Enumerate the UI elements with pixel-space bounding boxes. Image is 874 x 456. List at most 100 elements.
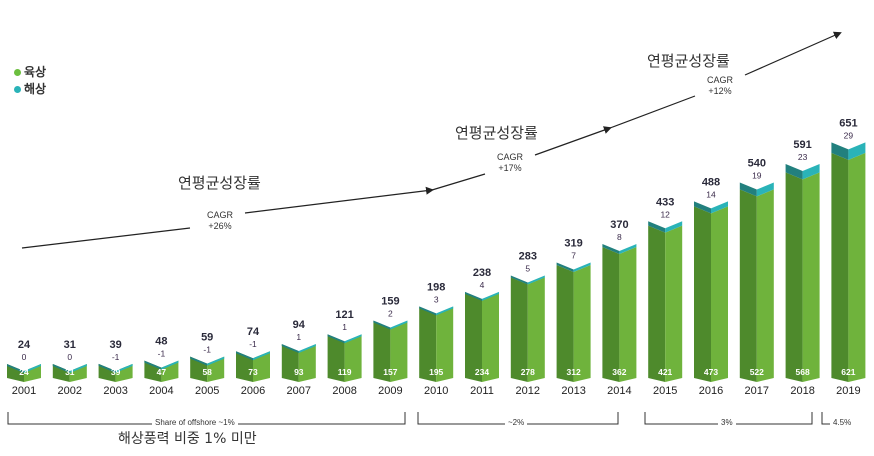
total-value: 24: [18, 339, 31, 351]
total-value: 370: [610, 219, 628, 231]
year-label: 2003: [103, 385, 127, 397]
onshore-value: 157: [383, 367, 397, 377]
share-label-korean: 해상풍력 비중 1% 미만: [118, 431, 257, 447]
offshore-value: 1: [342, 322, 347, 332]
onshore-value: 278: [521, 367, 535, 377]
onshore-value: 93: [294, 367, 304, 377]
cagr-value: +12%: [708, 86, 732, 96]
total-value: 31: [64, 339, 76, 351]
offshore-value: 12: [660, 209, 670, 219]
share-label-2: ~2%: [505, 418, 528, 427]
cagr-value: +26%: [208, 221, 232, 231]
onshore-value: 119: [338, 367, 352, 377]
offshore-dot-icon: [14, 86, 21, 93]
total-value: 283: [519, 251, 537, 263]
onshore-value: 568: [796, 367, 810, 377]
onshore-dot-icon: [14, 69, 21, 76]
cagr-text: CAGR: [206, 210, 233, 220]
onshore-value: 47: [157, 367, 167, 377]
offshore-value: 14: [706, 189, 716, 199]
total-value: 238: [473, 267, 491, 279]
total-value: 319: [564, 238, 582, 250]
legend-item-offshore: 해상: [14, 81, 46, 98]
total-value: 74: [247, 326, 260, 338]
year-label: 2004: [149, 385, 173, 397]
onshore-value: 473: [704, 367, 718, 377]
year-label: 2012: [516, 385, 540, 397]
year-label: 2015: [653, 385, 677, 397]
year-label: 2011: [470, 385, 494, 397]
year-label: 2016: [699, 385, 723, 397]
onshore-value: 421: [658, 367, 672, 377]
total-value: 651: [839, 117, 857, 129]
offshore-value: 2: [388, 308, 393, 318]
offshore-value: 23: [798, 152, 808, 162]
onshore-value: 73: [248, 367, 258, 377]
onshore-value: 621: [841, 367, 855, 377]
year-label: 2002: [58, 385, 82, 397]
bar-2007: 941 93 2007: [281, 319, 316, 397]
year-label: 2005: [195, 385, 219, 397]
offshore-value: 0: [67, 352, 72, 362]
offshore-value: 1: [296, 332, 301, 342]
legend-label: 해상: [24, 82, 47, 96]
cagr-label-1: CAGR +26%: [200, 210, 240, 232]
total-value: 59: [201, 332, 213, 344]
onshore-value: 58: [202, 367, 212, 377]
offshore-value: 0: [22, 352, 27, 362]
offshore-value: 29: [844, 130, 854, 140]
year-label: 2019: [836, 385, 860, 397]
total-value: 121: [335, 309, 353, 321]
bar-2005: 59-1 58 2005: [190, 332, 225, 397]
legend-label: 육상: [24, 65, 47, 79]
year-label: 2014: [607, 385, 631, 397]
year-label: 2001: [12, 385, 36, 397]
cagr-label-3: CAGR +12%: [700, 75, 740, 97]
cagr-title-2: 연평균성장률: [455, 124, 538, 142]
share-label-3: 3%: [718, 418, 736, 427]
cagr-text: CAGR: [496, 152, 523, 162]
cagr-label-2: CAGR +17%: [490, 152, 530, 174]
offshore-value: 4: [480, 280, 485, 290]
onshore-value: 24: [19, 367, 29, 377]
total-value: 94: [293, 319, 306, 331]
legend-item-onshore: 육상: [14, 64, 46, 81]
cagr-value: +17%: [498, 163, 522, 173]
total-value: 433: [656, 196, 674, 208]
offshore-value: -1: [158, 349, 166, 359]
year-label: 2008: [332, 385, 356, 397]
total-value: 159: [381, 295, 399, 307]
share-label-1: Share of offshore ~1%: [152, 418, 238, 427]
trend-arrow-1: [21, 190, 432, 249]
offshore-value: 5: [525, 264, 530, 274]
cagr-title-3: 연평균성장률: [647, 52, 730, 70]
onshore-value: 39: [111, 367, 121, 377]
onshore-value: 234: [475, 367, 489, 377]
offshore-value: -1: [112, 352, 120, 362]
trend-arrow-3: [609, 33, 840, 129]
legend: 육상 해상: [14, 64, 46, 98]
onshore-value: 195: [429, 367, 443, 377]
bar-2006: 74-1 73 2006: [236, 326, 270, 397]
year-label: 2009: [378, 385, 402, 397]
year-label: 2018: [790, 385, 814, 397]
onshore-value: 312: [567, 367, 581, 377]
total-value: 39: [109, 339, 121, 351]
offshore-value: 7: [571, 251, 576, 261]
year-label: 2017: [745, 385, 769, 397]
total-value: 48: [155, 336, 167, 348]
onshore-value: 522: [750, 367, 764, 377]
offshore-value: -1: [249, 339, 257, 349]
